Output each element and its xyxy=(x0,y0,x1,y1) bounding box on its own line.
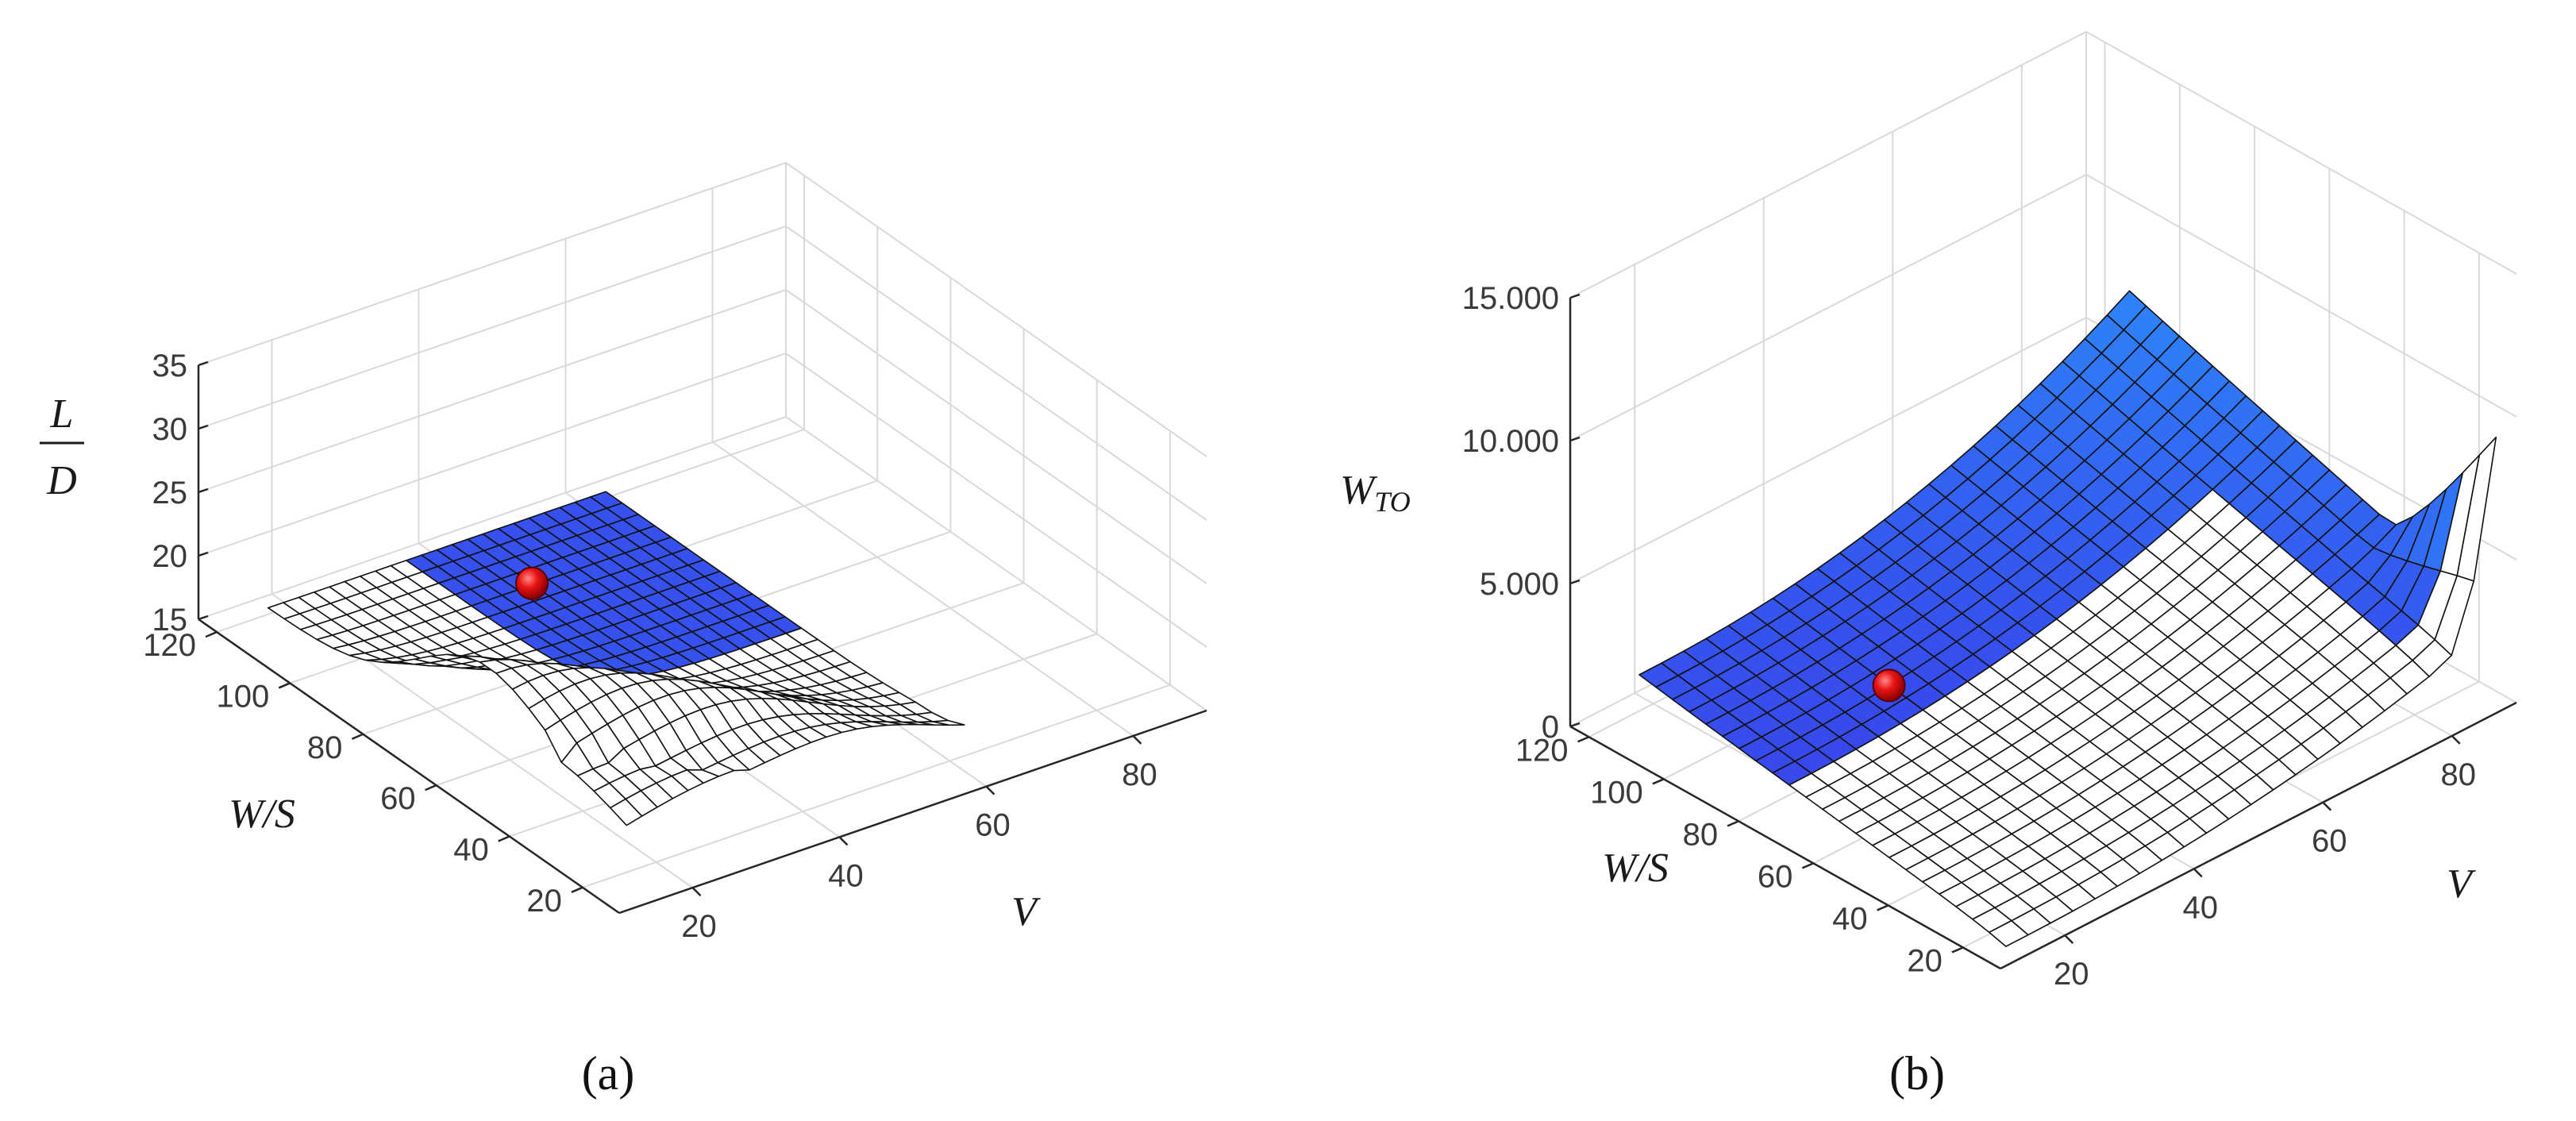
ws-tick-mark xyxy=(1801,862,1814,869)
ws-tick-label: 120 xyxy=(1515,733,1569,768)
z-tick-label: 5.000 xyxy=(1480,567,1559,602)
panel-a-xlabel: V xyxy=(1011,889,1041,934)
ws-tick-mark xyxy=(1652,778,1665,785)
v-tick-label: 60 xyxy=(975,808,1011,843)
z-tick-label: 15.000 xyxy=(1462,281,1559,316)
panel-a-ticks: 15 20 25 30 35 20 40 60 80 100 120 20 40 60 80 xyxy=(143,349,1157,944)
v-tick-label: 60 xyxy=(2312,824,2347,859)
grid-v-line xyxy=(711,187,1134,737)
surface-cell xyxy=(609,798,643,826)
v-tick-mark xyxy=(2451,734,2461,745)
v-tick-label: 20 xyxy=(2054,957,2089,992)
panel-a: 15 20 25 30 35 20 40 60 80 100 120 20 40 60 80 L D V W… xyxy=(40,161,1207,1100)
ws-tick-mark xyxy=(205,630,218,638)
v-tick-label: 20 xyxy=(681,909,717,944)
grid-ws-line xyxy=(582,430,1171,888)
wall-grid-z-line xyxy=(1569,30,2517,299)
ws-tick-label: 120 xyxy=(143,628,196,663)
ws-tick-label: 40 xyxy=(453,832,489,867)
z-tick-label: 0 xyxy=(1542,710,1559,745)
panel-b-ticks: 0 5.000 10.000 15.000 20 40 60 80 100 120 20 40 60 80 xyxy=(1462,281,2476,992)
z-tick-mark xyxy=(1569,579,1581,585)
panel-b-xlabel: V xyxy=(2447,861,2476,907)
v-tick-label: 40 xyxy=(828,858,864,893)
v-axis xyxy=(2000,701,2517,970)
ws-tick-label: 80 xyxy=(1683,817,1719,852)
panel-a-grid xyxy=(197,161,1207,915)
z-tick-mark xyxy=(1569,722,1581,728)
v-tick-mark xyxy=(691,887,702,897)
panel-b-label: (b) xyxy=(1889,1047,1945,1100)
z-tick-mark xyxy=(198,487,209,494)
panel-b-zlabel: WTO xyxy=(1340,468,1411,518)
panel-a-label: (a) xyxy=(582,1047,635,1100)
ws-tick-label: 100 xyxy=(1590,775,1643,810)
panel-b-zlabel-subscript: TO xyxy=(1374,486,1410,518)
z-tick-mark xyxy=(198,360,209,367)
ws-tick-label: 40 xyxy=(1832,901,1868,936)
ws-tick-mark xyxy=(1577,736,1590,743)
z-tick-mark xyxy=(198,614,209,621)
v-tick-mark xyxy=(2193,868,2203,878)
z-tick-label: 10.000 xyxy=(1462,424,1559,459)
ws-tick-mark xyxy=(1727,820,1739,827)
panel-a-surface xyxy=(267,491,965,826)
ws-tick-mark xyxy=(571,886,583,893)
ws-tick-label: 60 xyxy=(380,781,416,816)
panel-b-surface xyxy=(1638,290,2497,947)
panel-b-ylabel: W/S xyxy=(1602,846,1669,891)
ws-axis xyxy=(1569,725,2001,970)
z-tick-mark xyxy=(198,424,209,430)
ws-axis xyxy=(198,618,620,915)
wall-grid-z-line xyxy=(198,161,1207,457)
ws-tick-label: 20 xyxy=(526,884,562,919)
v-tick-mark xyxy=(838,836,849,846)
surface-cell xyxy=(1989,919,2029,947)
optimum-point xyxy=(1872,668,1906,703)
v-tick-label: 80 xyxy=(1122,757,1157,792)
panel-a-ylabel: W/S xyxy=(229,792,295,837)
panel-a-zlabel-denominator: D xyxy=(46,458,77,503)
optimum-point xyxy=(515,566,549,600)
v-tick-mark xyxy=(2322,801,2332,811)
z-tick-label: 35 xyxy=(152,349,188,383)
ws-tick-mark xyxy=(425,784,437,792)
ws-tick-label: 100 xyxy=(216,679,269,714)
v-tick-label: 80 xyxy=(2441,757,2477,792)
z-tick-label: 25 xyxy=(152,476,188,510)
ws-tick-label: 20 xyxy=(1907,943,1943,978)
z-tick-mark xyxy=(1569,293,1581,299)
ws-tick-mark xyxy=(1877,904,1889,911)
ws-tick-mark xyxy=(498,835,510,842)
ws-tick-mark xyxy=(351,733,364,740)
panel-b: 0 5.000 10.000 15.000 20 40 60 80 100 120 20 40 60 80… xyxy=(1340,30,2517,1100)
panel-a-zlabel-numerator: L xyxy=(50,391,74,437)
z-tick-label: 15 xyxy=(152,603,188,638)
v-tick-mark xyxy=(1132,734,1142,745)
ws-tick-label: 60 xyxy=(1758,859,1793,894)
z-tick-mark xyxy=(198,551,209,557)
ws-tick-label: 80 xyxy=(307,730,343,765)
grid-v-line xyxy=(271,340,694,888)
z-tick-mark xyxy=(1569,436,1581,442)
wall-grid-z-line xyxy=(198,288,1207,584)
ws-tick-mark xyxy=(1951,946,1964,953)
v-tick-mark xyxy=(2064,934,2074,945)
v-axis xyxy=(618,709,1207,915)
z-tick-label: 20 xyxy=(152,539,188,574)
v-tick-mark xyxy=(985,785,995,795)
wall-grid-z-line xyxy=(198,225,1207,521)
panel-b-zlabel-main: W xyxy=(1340,468,1378,513)
z-tick-label: 30 xyxy=(152,412,188,447)
ws-tick-mark xyxy=(278,682,291,689)
v-tick-label: 40 xyxy=(2183,890,2219,925)
